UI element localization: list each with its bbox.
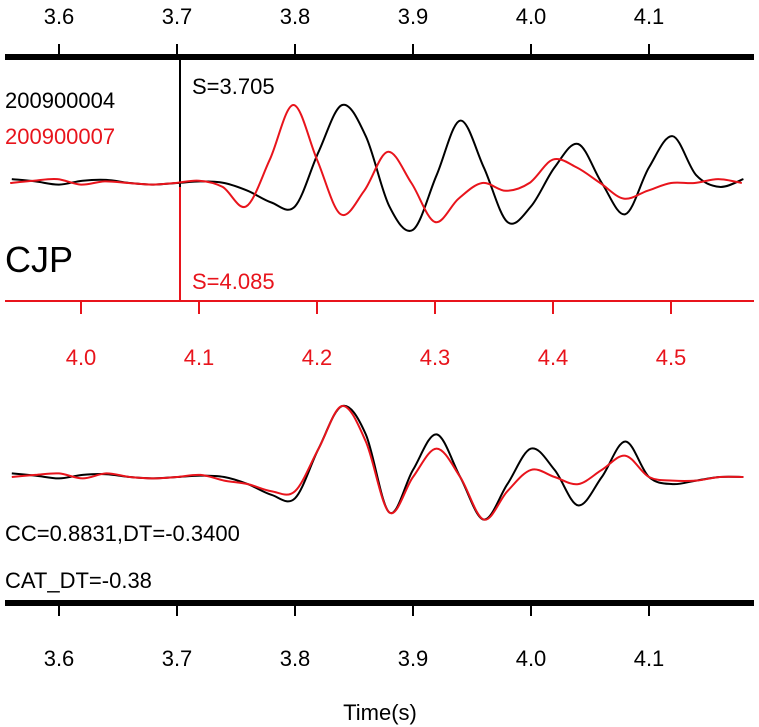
bottom-panel: CC=0.8831,DT=-0.3400 CAT_DT=-0.38 3.6 3.… xyxy=(5,404,754,725)
top-waveform-200900004 xyxy=(11,103,744,232)
legend-series-2: 200900007 xyxy=(5,124,115,149)
bottom-axis-tick-label: 3.6 xyxy=(44,646,75,671)
pick-label-black: S=3.705 xyxy=(192,74,275,99)
cc-annotation: CC=0.8831,DT=-0.3400 xyxy=(5,521,240,546)
top-axis-tick-label: 3.6 xyxy=(44,4,75,29)
x-axis-label: Time(s) xyxy=(343,700,417,725)
red-axis-tick-label: 4.2 xyxy=(302,345,333,370)
bottom-axis-tick-label: 3.8 xyxy=(280,646,311,671)
bottom-axis xyxy=(5,600,754,616)
bottom-axis-tick-label: 4.1 xyxy=(634,646,665,671)
bottom-waveform-200900007 xyxy=(11,405,744,521)
bottom-axis-tick-label: 3.9 xyxy=(398,646,429,671)
red-axis-tick-label: 4.3 xyxy=(420,345,451,370)
red-axis xyxy=(5,300,754,314)
top-panel: 3.6 3.7 3.8 3.9 4.0 4.1 200900004 200900… xyxy=(5,4,754,370)
top-axis-tick-label: 4.1 xyxy=(634,4,665,29)
top-axis-tick-labels: 3.6 3.7 3.8 3.9 4.0 4.1 xyxy=(44,4,665,29)
legend-series-1: 200900004 xyxy=(5,88,115,113)
red-axis-tick-label: 4.4 xyxy=(538,345,569,370)
bottom-axis-tick-label: 4.0 xyxy=(516,646,547,671)
top-waveform-200900007 xyxy=(10,103,742,224)
top-axis-tick-label: 3.7 xyxy=(162,4,193,29)
bottom-axis-tick-label: 3.7 xyxy=(162,646,193,671)
red-axis-tick-label: 4.0 xyxy=(66,345,97,370)
cat-dt-annotation: CAT_DT=-0.38 xyxy=(5,568,152,593)
red-axis-tick-labels: 4.0 4.1 4.2 4.3 4.4 4.5 xyxy=(66,345,687,370)
top-axis-tick-label: 3.8 xyxy=(280,4,311,29)
top-axis-tick-label: 4.0 xyxy=(516,4,547,29)
station-label: CJP xyxy=(5,239,73,280)
red-axis-tick-label: 4.5 xyxy=(656,345,687,370)
bottom-axis-tick-labels: 3.6 3.7 3.8 3.9 4.0 4.1 xyxy=(44,646,665,671)
top-axis-tick-label: 3.9 xyxy=(398,4,429,29)
red-axis-tick-label: 4.1 xyxy=(184,345,215,370)
pick-label-red: S=4.085 xyxy=(192,269,275,294)
top-axis xyxy=(5,44,754,60)
